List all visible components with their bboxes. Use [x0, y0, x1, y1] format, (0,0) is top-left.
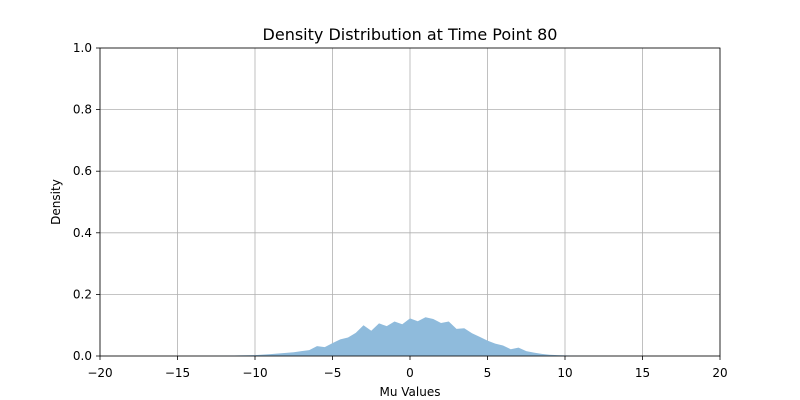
x-tick-label: 10	[557, 366, 572, 380]
x-axis-label: Mu Values	[380, 385, 441, 399]
x-tick-label: −10	[242, 366, 267, 380]
ticks: −20 −15 −10 −5 0 5 10 15 20 0.0 0.2 0.4 0.6 0.8 1.0	[73, 41, 728, 380]
y-tick-label: 0.2	[73, 287, 92, 301]
y-tick-label: 1.0	[73, 41, 92, 55]
chart-title: Density Distribution at Time Point 80	[263, 25, 558, 44]
x-tick-label: 15	[635, 366, 650, 380]
x-tick-label: 5	[484, 366, 492, 380]
density-area	[100, 317, 720, 356]
y-tick-label: 0.6	[73, 164, 92, 178]
y-axis-label: Density	[49, 179, 63, 225]
grid	[99, 47, 721, 357]
x-tick-label: −20	[87, 366, 112, 380]
y-tick-label: 0.8	[73, 103, 92, 117]
x-tick-label: 0	[406, 366, 414, 380]
x-tick-label: −5	[324, 366, 342, 380]
x-tick-label: 20	[712, 366, 727, 380]
x-tick-label: −15	[165, 366, 190, 380]
y-tick-label: 0.0	[73, 349, 92, 363]
plot-area	[100, 317, 720, 356]
y-tick-label: 0.4	[73, 226, 92, 240]
